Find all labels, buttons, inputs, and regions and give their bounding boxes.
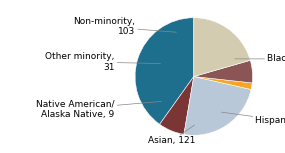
Wedge shape — [135, 18, 194, 124]
Text: Hispanic, 36: Hispanic, 36 — [221, 112, 285, 125]
Wedge shape — [160, 76, 194, 134]
Text: Native American/
Alaska Native, 9: Native American/ Alaska Native, 9 — [36, 99, 162, 119]
Wedge shape — [194, 18, 250, 76]
Wedge shape — [194, 60, 253, 83]
Wedge shape — [194, 76, 252, 90]
Text: Other minority,
31: Other minority, 31 — [45, 52, 160, 71]
Text: Black, 201: Black, 201 — [235, 54, 285, 63]
Wedge shape — [184, 76, 251, 135]
Text: Asian, 121: Asian, 121 — [148, 125, 195, 146]
Text: Non-minority,
103: Non-minority, 103 — [73, 17, 176, 36]
